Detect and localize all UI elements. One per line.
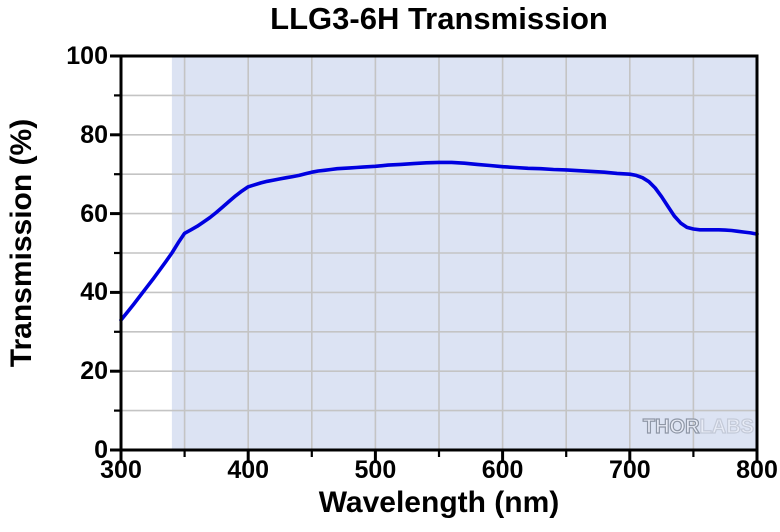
x-tick-label: 700 [608, 456, 651, 484]
x-tick-label: 600 [481, 456, 524, 484]
y-tick-label: 100 [66, 42, 108, 70]
x-axis-title: Wavelength (nm) [318, 486, 560, 519]
watermark-labs-text: LABS [699, 415, 755, 438]
x-tick-label: 500 [354, 456, 397, 484]
plot-frame [119, 54, 759, 452]
thorlabs-watermark: THORLABS [600, 415, 755, 439]
chart-title: LLG3-6H Transmission [270, 1, 608, 36]
y-tick-label: 40 [80, 278, 108, 307]
watermark-thor-text: THOR [642, 415, 700, 438]
y-tick-label: 0 [94, 436, 108, 464]
x-tick-label: 400 [227, 456, 270, 484]
x-tick-label: 300 [100, 456, 142, 484]
y-tick-label: 60 [80, 199, 108, 228]
y-tick-label: 80 [80, 120, 108, 149]
y-tick-label: 20 [80, 357, 108, 386]
x-tick-label: 800 [736, 456, 778, 484]
transmission-curve [119, 160, 759, 322]
